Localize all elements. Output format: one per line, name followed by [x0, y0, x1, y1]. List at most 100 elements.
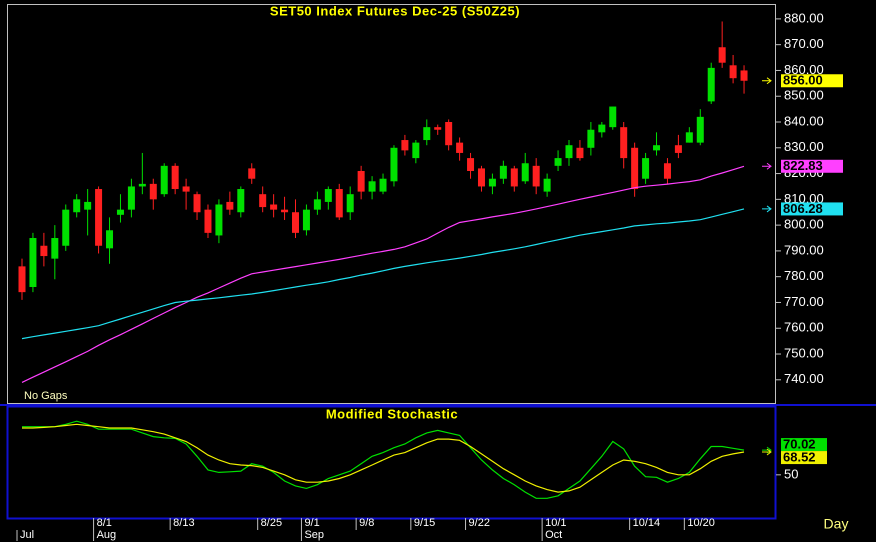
indicator-line — [22, 423, 745, 493]
annotation: No Gaps — [24, 390, 68, 402]
candle-body — [587, 129, 595, 148]
candle-body — [259, 194, 267, 208]
y-tick-label: 770.00 — [784, 294, 824, 309]
candle-body — [390, 147, 398, 182]
x-axis-label: Day — [824, 516, 849, 532]
candle-body — [160, 165, 168, 195]
candle-body — [62, 209, 70, 246]
candle-body — [445, 122, 453, 146]
value-arrow — [762, 205, 772, 213]
candle-body — [707, 67, 715, 102]
candle-body — [620, 127, 628, 159]
candle-body — [554, 158, 562, 166]
candle-body — [73, 199, 81, 213]
candle-body — [521, 163, 529, 182]
x-tick-label: 9/22 — [469, 517, 490, 529]
candle-body — [51, 238, 59, 259]
value-label: 806.28 — [783, 201, 823, 216]
candle-body — [226, 201, 234, 210]
value-arrow — [762, 77, 772, 85]
indicator-line — [21, 208, 745, 340]
value-label: 70.02 — [783, 437, 816, 452]
candle-body — [565, 145, 573, 159]
stoch-title: Modified Stochastic — [326, 406, 458, 421]
y-tick-label: 50 — [784, 466, 798, 481]
candle-body — [368, 181, 376, 192]
candle-body — [335, 189, 343, 218]
candle-body — [401, 140, 409, 151]
x-tick-label: 8/13 — [173, 517, 194, 529]
indicator-line — [22, 420, 745, 499]
y-tick-label: 760.00 — [784, 320, 824, 335]
value-label: 822.83 — [783, 158, 823, 173]
value-label-box — [781, 159, 843, 173]
candle-body — [248, 168, 256, 179]
y-tick-label: 810.00 — [784, 191, 824, 206]
candle-body — [127, 186, 135, 210]
x-tick-label: 10/1 — [545, 517, 566, 529]
value-label-box — [781, 438, 827, 452]
candle-body — [138, 183, 146, 187]
y-tick-label: 850.00 — [784, 88, 824, 103]
y-tick-label: 790.00 — [784, 242, 824, 257]
candle-body — [215, 204, 223, 236]
candle-body — [302, 209, 310, 231]
candle-body — [642, 158, 650, 179]
y-tick-label: 800.00 — [784, 217, 824, 232]
x-tick-label: 10/14 — [633, 517, 661, 529]
y-tick-label: 880.00 — [784, 10, 824, 25]
candle-body — [412, 142, 420, 159]
stoch-frame — [6, 405, 777, 520]
main-frame — [7, 4, 776, 404]
month-label: Jul — [20, 529, 34, 541]
value-label-box — [781, 202, 843, 216]
candle-body — [324, 189, 332, 202]
candle-body — [40, 245, 48, 257]
candle-body — [740, 70, 748, 81]
chart-title: SET50 Index Futures Dec-25 (S50Z25) — [270, 3, 520, 18]
candle-body — [423, 127, 431, 141]
month-label: Sep — [304, 529, 324, 541]
candle-body — [685, 132, 693, 143]
candle-body — [171, 165, 179, 190]
candle-body — [729, 65, 737, 79]
candle-body — [532, 165, 540, 187]
x-tick-label: 9/8 — [359, 517, 374, 529]
candle-body — [653, 145, 661, 151]
candle-body — [510, 168, 518, 187]
candle-body — [576, 147, 584, 159]
x-tick-label: 9/15 — [414, 517, 435, 529]
value-label: 68.52 — [783, 450, 816, 465]
candle-body — [346, 194, 354, 213]
x-tick-label: 9/1 — [304, 517, 319, 529]
y-tick-label: 840.00 — [784, 113, 824, 128]
candle-body — [434, 127, 442, 130]
x-tick-label: 8/25 — [261, 517, 282, 529]
x-tick-label: 10/20 — [687, 517, 715, 529]
y-tick-label: 740.00 — [784, 371, 824, 386]
candle-body — [95, 189, 103, 246]
candle-body — [84, 201, 92, 210]
candle-body — [357, 170, 365, 192]
month-label: Aug — [97, 529, 117, 541]
candle-body — [149, 183, 157, 200]
candle-body — [631, 147, 639, 190]
candle-body — [204, 209, 212, 233]
candle-body — [609, 106, 617, 128]
candle-body — [116, 209, 124, 215]
y-tick-label: 830.00 — [784, 139, 824, 154]
y-tick-label: 780.00 — [784, 268, 824, 283]
candle-body — [696, 116, 704, 143]
candle-body — [281, 209, 289, 213]
candle-body — [313, 199, 321, 210]
x-tick-label: 8/1 — [97, 517, 112, 529]
candle-body — [663, 163, 671, 179]
candle-body — [467, 158, 475, 171]
value-arrow — [762, 448, 772, 456]
candle-body — [182, 186, 190, 192]
y-tick-label: 870.00 — [784, 36, 824, 51]
candle-body — [270, 204, 278, 210]
candle-body — [456, 142, 464, 153]
